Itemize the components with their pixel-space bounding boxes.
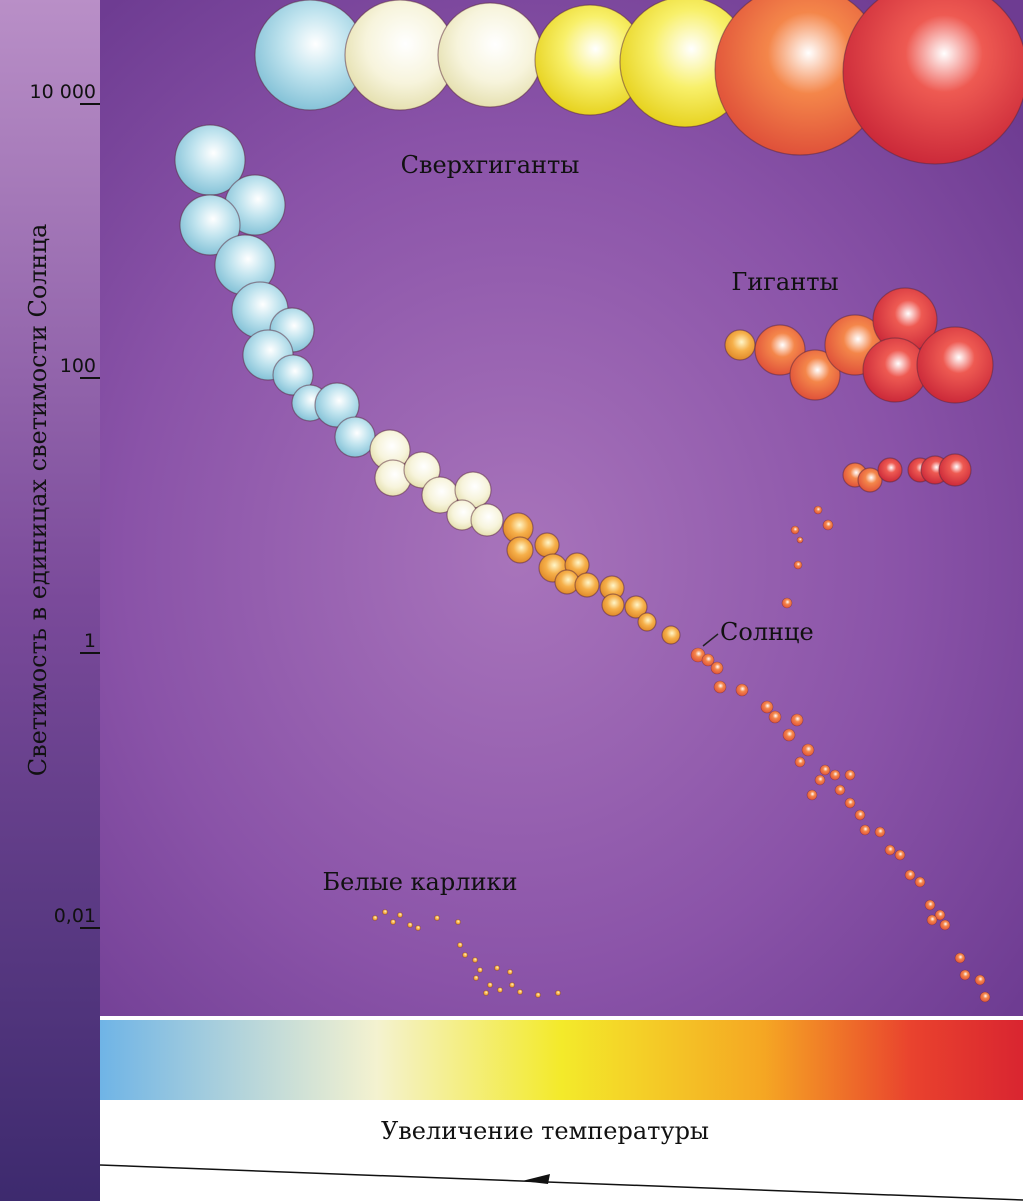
star (791, 526, 799, 534)
star (794, 561, 802, 569)
star (555, 990, 560, 995)
star (835, 785, 845, 795)
star (477, 967, 482, 972)
star (535, 992, 540, 997)
star (815, 775, 825, 785)
y-axis-label: Светимость в единицах светимости Солнца (24, 224, 52, 777)
star (382, 909, 387, 914)
star (507, 537, 533, 563)
chart: 10 000 100 1 0,01 Светимость в единицах … (0, 0, 1023, 1201)
star (830, 770, 840, 780)
star (390, 919, 395, 924)
arrow-head (522, 1174, 550, 1184)
region-label: Солнце (720, 618, 814, 646)
star (472, 957, 477, 962)
star (980, 992, 990, 1002)
temperature-bar (100, 1020, 1023, 1100)
star (662, 626, 680, 644)
star (939, 454, 971, 486)
star (714, 681, 726, 693)
star (895, 850, 905, 860)
star (782, 598, 792, 608)
y-tick-label: 1 (84, 630, 96, 652)
arrow-line (100, 1165, 1023, 1200)
star (823, 520, 833, 530)
star (761, 701, 773, 713)
star (602, 594, 624, 616)
star (860, 825, 870, 835)
region-label: Сверхгиганты (401, 151, 580, 179)
star (795, 757, 805, 767)
star (960, 970, 970, 980)
star (535, 533, 559, 557)
star (434, 915, 439, 920)
star (483, 990, 488, 995)
star (494, 965, 499, 970)
star (407, 922, 412, 927)
star (497, 987, 502, 992)
star (975, 975, 985, 985)
star (397, 912, 402, 917)
star (438, 3, 542, 107)
star (487, 982, 492, 987)
star (820, 765, 830, 775)
star (925, 900, 935, 910)
star (885, 845, 895, 855)
star (905, 870, 915, 880)
star (575, 573, 599, 597)
star (736, 684, 748, 696)
star (845, 770, 855, 780)
star (875, 827, 885, 837)
x-axis-label: Увеличение температуры (381, 1117, 709, 1145)
star (797, 537, 803, 543)
star (783, 729, 795, 741)
star (455, 919, 460, 924)
star (878, 458, 902, 482)
star (814, 506, 822, 514)
star (509, 982, 514, 987)
region-label: Гиганты (731, 268, 838, 296)
star (769, 711, 781, 723)
y-tick-label: 10 000 (30, 81, 96, 103)
y-tick-label: 100 (60, 355, 96, 377)
star (915, 877, 925, 887)
star (507, 969, 512, 974)
star (517, 989, 522, 994)
star (638, 613, 656, 631)
star (725, 330, 755, 360)
y-tick-label: 0,01 (54, 905, 96, 927)
star (457, 942, 462, 947)
star (940, 920, 950, 930)
star (711, 662, 723, 674)
star (335, 417, 375, 457)
star (791, 714, 803, 726)
star (845, 798, 855, 808)
star (462, 952, 467, 957)
star (917, 327, 993, 403)
star (473, 975, 478, 980)
star (415, 925, 420, 930)
star (372, 915, 377, 920)
star (855, 810, 865, 820)
star (802, 744, 814, 756)
star (807, 790, 817, 800)
star (471, 504, 503, 536)
region-label: Белые карлики (323, 868, 518, 896)
star (955, 953, 965, 963)
star (927, 915, 937, 925)
